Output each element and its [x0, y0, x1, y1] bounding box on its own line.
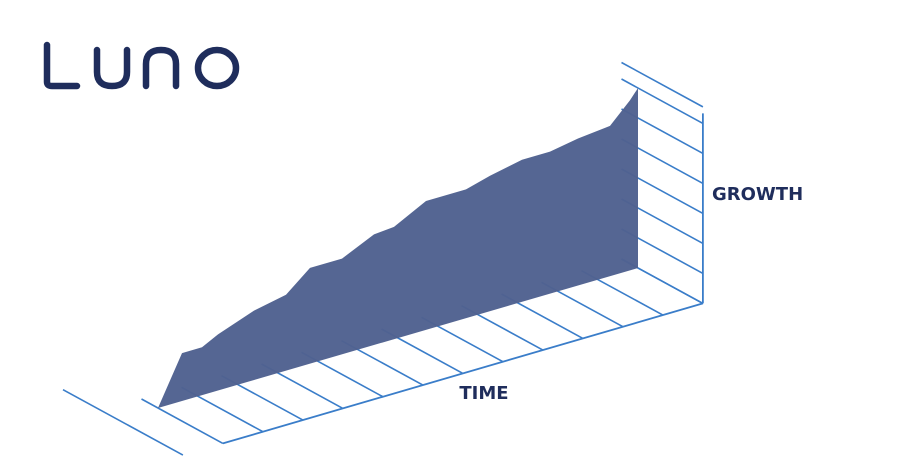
area-layer — [158, 88, 638, 408]
wall-grid-line — [621, 78, 704, 125]
floor-front-edge — [222, 302, 704, 445]
luno-logo — [43, 41, 240, 90]
growth-area — [158, 88, 638, 408]
logo-letter — [93, 46, 131, 90]
wall-grid-line — [621, 61, 704, 108]
x-axis-label: TIME — [459, 383, 508, 404]
floor-grid-line — [62, 388, 184, 456]
logo-letter — [142, 46, 180, 90]
y-axis-label: GROWTH — [712, 184, 803, 205]
logo-letter — [194, 46, 240, 90]
logo-letter — [43, 41, 81, 90]
floor-grid-line — [141, 398, 224, 445]
